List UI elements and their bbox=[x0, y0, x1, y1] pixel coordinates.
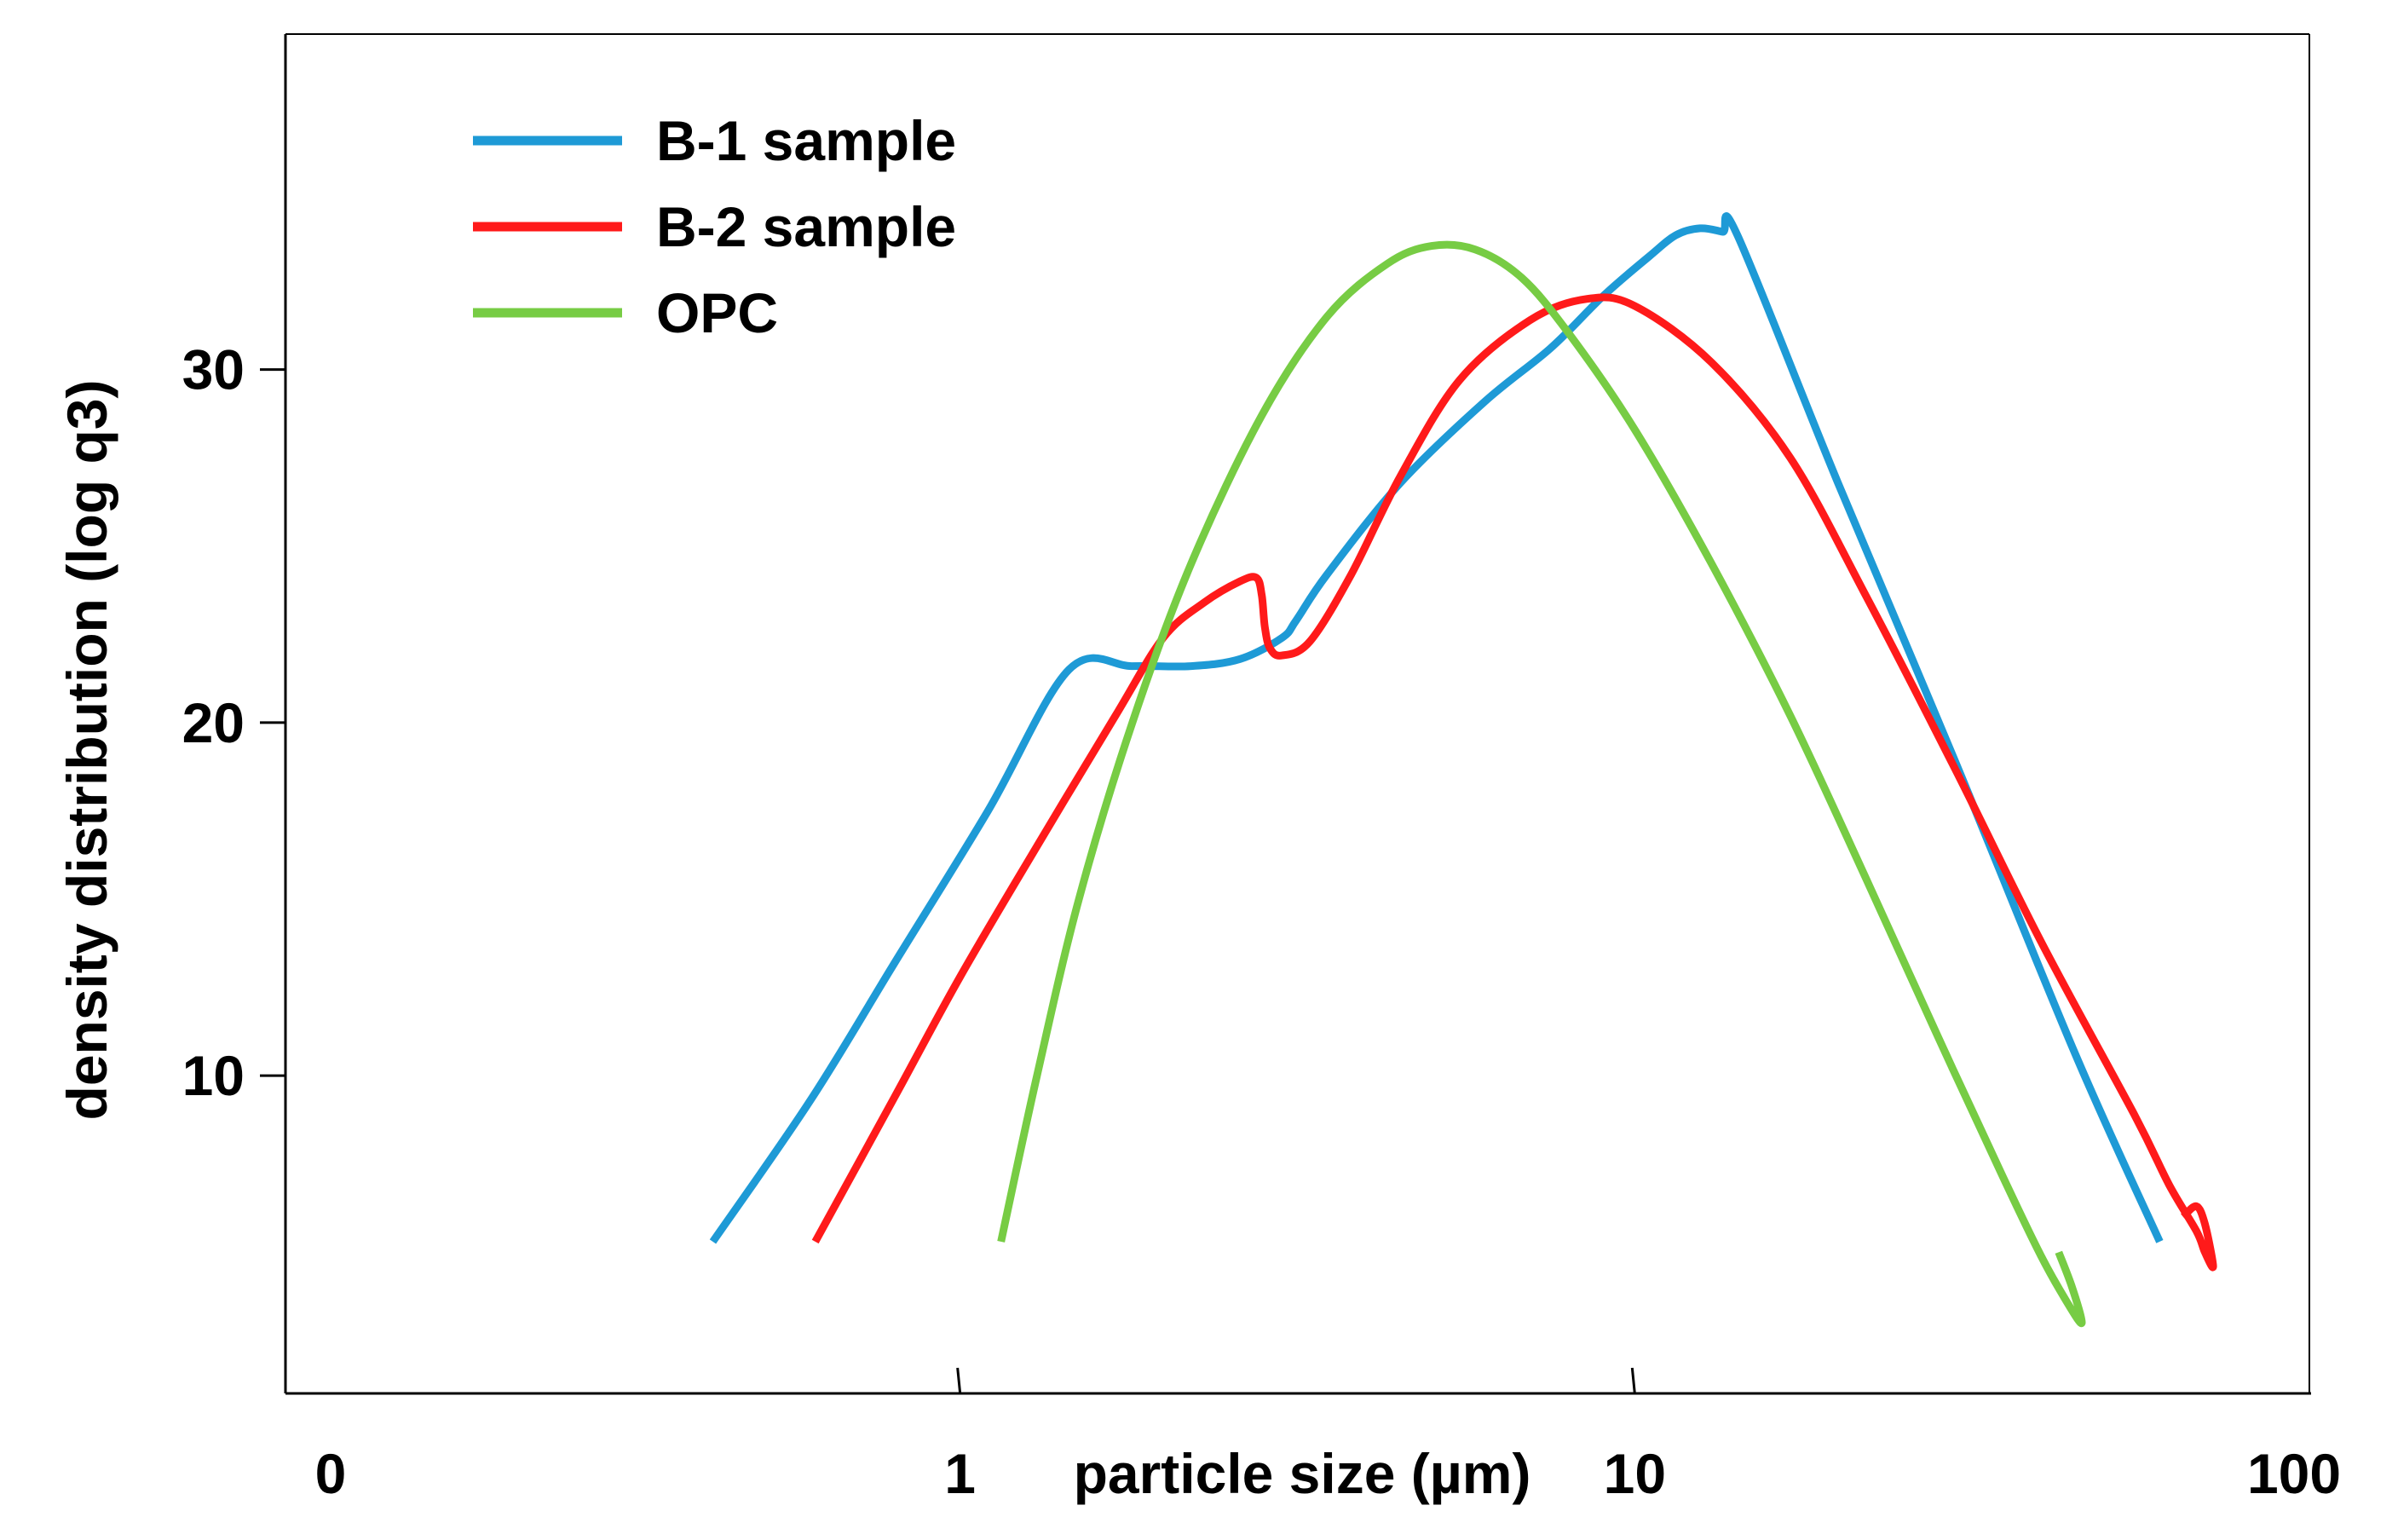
x-tick-label: 1 bbox=[944, 1442, 976, 1505]
legend-label-opc: OPC bbox=[656, 281, 778, 344]
y-tick-label: 20 bbox=[182, 691, 245, 754]
series-lines bbox=[709, 212, 2217, 1328]
x-tick-mark bbox=[956, 1367, 962, 1394]
x-tick-mark bbox=[1630, 1367, 1636, 1394]
y-axis-title: density distribution (log q3) bbox=[55, 380, 118, 1121]
series-line-b-1-sample bbox=[709, 212, 2164, 1244]
y-axis-ticks: 10 20 30 bbox=[182, 338, 285, 1107]
x-tick-label: 0 bbox=[315, 1442, 347, 1505]
series-line-opc bbox=[997, 240, 2086, 1328]
legend-label-b-1-sample: B-1 sample bbox=[656, 109, 956, 172]
x-axis-ticks: 0 1 10 100 bbox=[315, 1367, 2341, 1505]
legend-label-b-2-sample: B-2 sample bbox=[656, 195, 956, 258]
y-tick-label: 30 bbox=[182, 338, 245, 401]
x-axis-title: particle size (µm) bbox=[1074, 1442, 1531, 1505]
legend: B-1 sample B-2 sample OPC bbox=[473, 109, 956, 344]
y-tick-label: 10 bbox=[182, 1044, 245, 1107]
x-tick-label: 10 bbox=[1604, 1442, 1666, 1505]
series-line-b-2-sample bbox=[811, 293, 2217, 1272]
x-tick-label: 100 bbox=[2247, 1442, 2341, 1505]
